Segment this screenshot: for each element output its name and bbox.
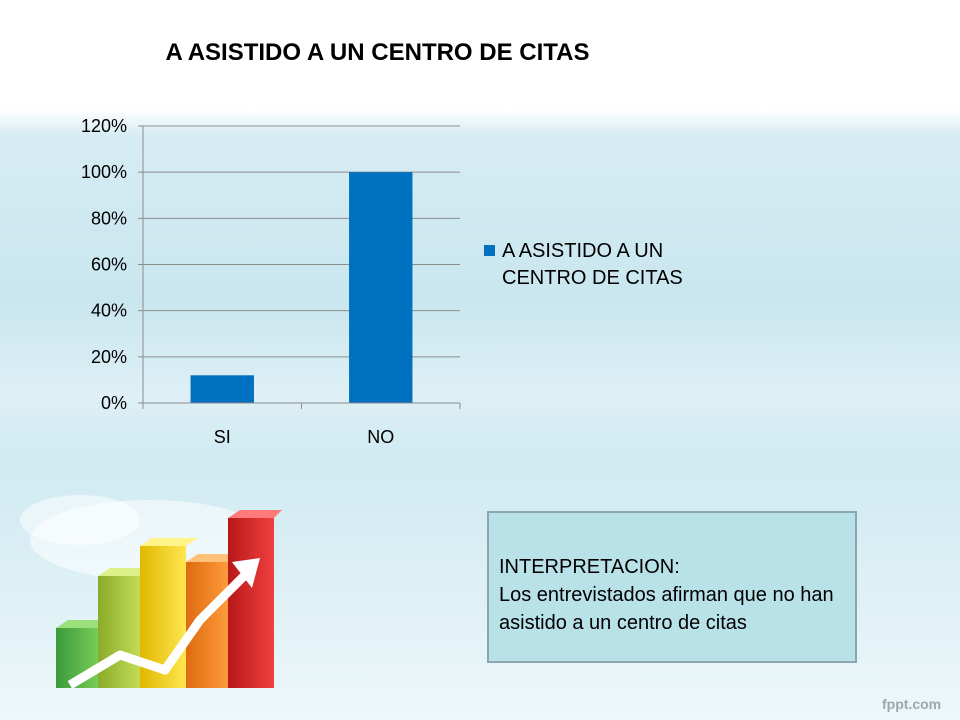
chart-title: A ASISTIDO A UN CENTRO DE CITAS <box>165 39 590 66</box>
footer-brand: fppt.com <box>882 696 942 712</box>
legend-swatch <box>484 245 495 256</box>
legend-entry: A ASISTIDO A UN CENTRO DE CITAS <box>502 240 683 289</box>
bar-no <box>349 172 413 403</box>
x-tick-label: SI <box>214 427 231 447</box>
bar-chart: 0% 20% 40% 60% 80% 100% 120% SI NO <box>81 116 461 447</box>
bar-chart-growth-icon <box>20 495 282 689</box>
y-tick-label: 80% <box>91 208 127 228</box>
bar-si <box>190 375 254 403</box>
interpretation-title: INTERPRETACION: <box>499 556 680 578</box>
interpretation-body: Los entrevistados afirman que no han asi… <box>499 584 834 634</box>
background-sea <box>0 300 960 460</box>
y-tick-label: 120% <box>81 116 127 136</box>
y-tick-label: 60% <box>91 255 127 275</box>
interpretation-box: INTERPRETACION: Los entrevistados afirma… <box>487 511 857 663</box>
y-tick-label: 20% <box>91 347 127 367</box>
y-tick-label: 0% <box>101 393 127 413</box>
x-tick-label: NO <box>367 427 394 447</box>
y-tick-label: 40% <box>91 301 127 321</box>
y-tick-label: 100% <box>81 162 127 182</box>
